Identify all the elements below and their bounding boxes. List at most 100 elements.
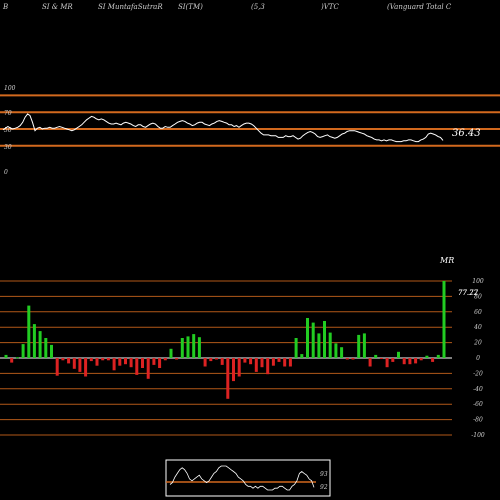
mrsi-bar-45: [260, 358, 264, 368]
mrsi-bar-37: [215, 358, 218, 360]
mrsi-bar-65: [374, 354, 378, 358]
mrsi-bar-40: [232, 358, 235, 382]
mrsi-value-label-overlap: 77.77: [458, 289, 479, 297]
mrsi-bar-71: [408, 358, 412, 365]
mrsi-bar-33: [192, 334, 196, 358]
mrsi-bar-49: [283, 358, 287, 367]
header-text-1: SI & MR: [42, 3, 73, 11]
mrsi-bar-69: [397, 351, 400, 358]
mrsi-bar-5: [32, 324, 36, 358]
mrsi-bar-19: [112, 358, 116, 371]
header-text-6: (Vanguard Total C: [387, 3, 452, 11]
rsi-line: [2, 113, 444, 143]
mrsi-bar-15: [89, 358, 93, 362]
mrsi-bar-76: [436, 354, 440, 358]
mrsi-bar-59: [340, 347, 344, 358]
mrsi-bar-68: [391, 358, 395, 362]
mrsi-bar-50: [288, 358, 292, 367]
mrsi-y-tick-4: 20: [473, 340, 482, 347]
mrsi-bar-54: [311, 322, 315, 358]
mrsi-bar-57: [328, 332, 332, 358]
header-text-4: (5,3: [251, 3, 265, 11]
mrsi-bar-30: [175, 358, 179, 360]
mrsi-bar-53: [306, 318, 309, 358]
mrsi-bar-11: [67, 358, 71, 364]
mrsi-bar-62: [357, 334, 361, 358]
mrsi-bar-18: [106, 358, 110, 361]
mrsi-bar-21: [124, 358, 127, 365]
mrsi-bar-38: [220, 358, 224, 365]
mrsi-bar-1: [10, 358, 14, 363]
mrsi-bar-13: [78, 358, 82, 372]
mrsi-bar-48: [277, 358, 281, 362]
mrsi-bar-41: [237, 358, 241, 377]
mrsi-bar-72: [414, 358, 418, 364]
mrsi-bar-17: [101, 358, 105, 361]
mrsi-bar-61: [351, 358, 355, 360]
rsi-last-value: 36.43: [452, 128, 481, 139]
mini-frame: [165, 459, 331, 497]
mrsi-bar-77: [442, 281, 446, 358]
mrsi-bar-23: [135, 358, 139, 375]
mrsi-bar-43: [249, 358, 253, 365]
rsi-y-tick-8: 0: [4, 169, 8, 176]
header-text-0: B: [2, 3, 8, 11]
header-text-5: )VTC: [320, 3, 339, 11]
rsi-y-tick-4: 50: [4, 127, 12, 134]
mrsi-bar-51: [294, 338, 298, 358]
rsi-y-tick-0: 100: [4, 85, 16, 92]
mini-y-tick-0: 93: [320, 471, 328, 478]
mrsi-y-tick-9: -80: [473, 417, 483, 424]
mrsi-bar-20: [118, 358, 122, 366]
mrsi-bar-31: [180, 338, 184, 358]
mrsi-bar-35: [203, 358, 207, 367]
mrsi-bar-29: [169, 348, 173, 358]
mrsi-y-tick-1: 80: [474, 293, 482, 300]
mrsi-bar-0: [4, 354, 8, 358]
mrsi-y-tick-8: -60: [473, 401, 483, 408]
mrsi-bar-22: [129, 358, 133, 368]
mrsi-y-tick-5: 0: [476, 355, 480, 362]
mini-line: [169, 465, 315, 491]
mrsi-y-tick-10: -100: [471, 432, 485, 439]
mrsi-y-tick-3: 40: [473, 324, 482, 331]
mrsi-bar-74: [425, 355, 429, 358]
mrsi-value-label: 77.22: [458, 289, 479, 297]
chart-header: B SI & MR SI MuntafaSutraR SI(TM) (5,3 )…: [2, 3, 452, 11]
mrsi-bar-55: [317, 333, 321, 358]
mrsi-bar-52: [300, 354, 304, 358]
mrsi-bar-6: [38, 331, 42, 358]
mini-chart: 93 92: [165, 459, 331, 497]
mrsi-bar-16: [95, 358, 99, 366]
mrsi-bar-25: [146, 358, 150, 379]
mrsi-bar-2: [15, 357, 19, 359]
mrsi-y-tick-0: 100: [472, 278, 484, 285]
mrsi-bar-24: [141, 358, 144, 368]
mrsi-bar-73: [419, 358, 423, 361]
mrsi-bar-63: [362, 333, 366, 358]
mrsi-bar-42: [243, 358, 247, 363]
header-text-3: SI(TM): [178, 3, 203, 11]
mrsi-y-tick-6: -20: [473, 370, 483, 377]
mrsi-bar-64: [368, 358, 372, 367]
mrsi-bar-39: [226, 358, 230, 399]
mrsi-bar-12: [72, 358, 76, 369]
mrsi-bar-60: [345, 358, 349, 360]
mrsi-bar-56: [323, 321, 326, 358]
mrsi-bar-46: [266, 358, 270, 375]
mrsi-bar-4: [27, 305, 31, 358]
mrsi-y-tick-2: 60: [474, 309, 482, 316]
header-text-2: SI MuntafaSutraR: [98, 3, 163, 11]
mini-y-tick-1: 92: [320, 484, 328, 491]
mrsi-title: MR: [439, 256, 454, 265]
mrsi-bar-32: [186, 336, 190, 358]
mrsi-bar-70: [402, 358, 406, 365]
mrsi-panel: 100 80 60 40 20 0 -20 -40 -60 -80 -100: [0, 278, 485, 439]
mrsi-bar-10: [61, 358, 65, 361]
mrsi-y-tick-7: -40: [473, 386, 483, 393]
mrsi-bar-44: [254, 358, 258, 372]
mrsi-bar-36: [209, 358, 213, 362]
rsi-y-tick-2: 70: [4, 110, 12, 117]
rsi-y-tick-6: 30: [4, 144, 12, 151]
